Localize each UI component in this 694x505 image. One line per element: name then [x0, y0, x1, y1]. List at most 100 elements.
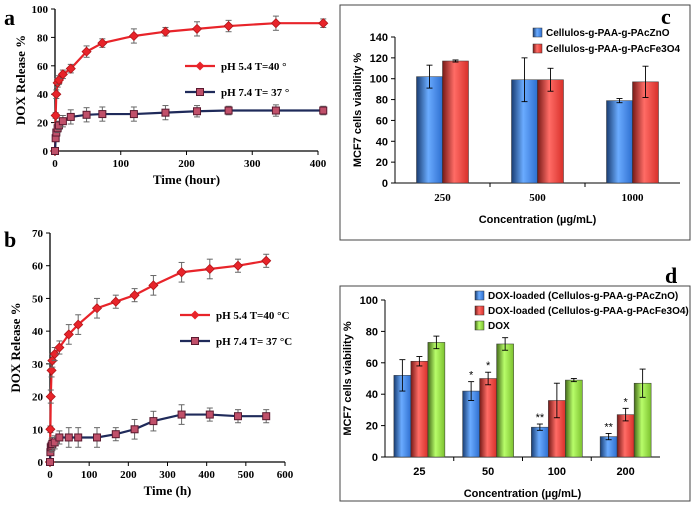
panel-c-category-label: 250 — [434, 192, 451, 204]
panel-d-significance-mark: * — [623, 396, 628, 408]
panel-a-series-1-point — [224, 106, 233, 115]
panel-a-series-0-point — [223, 20, 234, 32]
panel-c-category-label: 1000 — [622, 192, 645, 204]
panel-b-x-axis-label: Time (h) — [144, 483, 192, 498]
panel-a-series-0-point — [57, 69, 68, 80]
panel-d-significance-mark: * — [486, 360, 491, 372]
panel-a-series-1-point — [193, 107, 202, 116]
panel-b-x-tick-label: 400 — [198, 469, 215, 481]
panel-a-legend-marker — [196, 88, 204, 96]
panel-b-series-0-point — [91, 303, 103, 314]
panel-b-series-1-point — [130, 425, 139, 434]
panel-c-bar-cellulos-g-paa-g-pacfe3o4 — [442, 60, 469, 184]
panel-d-letter: d — [665, 263, 677, 288]
panel-b-series-0-point — [45, 391, 56, 402]
panel-a-legend-label: pH 5.4 T=40 ° — [221, 61, 286, 73]
panel-a-x-tick-label: 300 — [244, 158, 261, 170]
panel-a-series-0-point — [50, 110, 61, 121]
panel-b-series-0-point — [232, 260, 244, 271]
panel-d-legend-swatch — [474, 320, 485, 331]
panel-b-legend-label: pH 5.4 T=40 °C — [216, 310, 289, 322]
panel-d-category-label: 100 — [548, 466, 566, 478]
panel-d-x-axis-label: Concentration (µg/mL) — [464, 488, 582, 500]
panel-d-y-tick-label: 60 — [366, 358, 378, 370]
panel-c-legend-swatch — [532, 27, 543, 38]
panel-b-series-1-point — [205, 410, 214, 419]
panel-b-series-0-point — [49, 348, 60, 360]
panel-b-x-tick-label: 500 — [238, 469, 255, 481]
panel-c-category-label: 500 — [529, 192, 546, 204]
panel-b-y-tick-label: 70 — [32, 228, 44, 240]
panel-d-category-label: 25 — [413, 466, 425, 478]
panel-a-series-1-point — [98, 110, 107, 119]
panel-d-y-tick-label: 100 — [360, 295, 378, 307]
panel-a-letter: a — [4, 5, 15, 30]
panel-c-y-tick-label: 120 — [370, 53, 388, 65]
panel-a-series-0-point — [191, 23, 203, 34]
panel-c-y-tick-label: 80 — [376, 95, 388, 107]
panel-c-y-tick-label: 40 — [376, 136, 388, 148]
panel-b-x-tick-label: 600 — [277, 469, 294, 481]
panel-a-series-1-point — [66, 112, 75, 121]
panel-b-legend-label: pH 7.4 T= 37 °C — [216, 336, 292, 348]
panel-c-x-axis-label: Concentration (µg/mL) — [479, 214, 597, 226]
panel-b-series-1-point — [46, 458, 54, 466]
panel-c-y-tick-label: 100 — [370, 74, 388, 86]
panel-d-legend-swatch — [474, 290, 485, 301]
panel-b-series-1-point — [234, 412, 242, 421]
panel-a-y-tick-label: 80 — [37, 32, 49, 44]
panel-c-bar-cellulos-g-paa-g-pacfe3o4 — [537, 79, 564, 184]
panel-d-legend-swatch — [474, 305, 485, 316]
panel-a-legend-marker — [195, 61, 205, 71]
panel-b-series-1-point — [177, 410, 186, 419]
panel-b-series-0-point — [46, 365, 57, 376]
panel-a-y-tick-label: 40 — [37, 89, 49, 101]
panel-d-significance-mark: ** — [604, 421, 613, 433]
panel-b-y-tick-label: 0 — [38, 457, 44, 469]
panel-a-legend-label: pH 7.4 T= 37 ° — [221, 87, 289, 99]
panel-a-series-1-point — [271, 106, 280, 115]
panel-c-legend-swatch — [532, 43, 543, 54]
panel-a-x-tick-label: 400 — [310, 158, 327, 170]
panel-b-series-1-point — [262, 412, 271, 421]
panel-d-category-label: 200 — [616, 466, 634, 478]
panel-d-significance-mark: * — [469, 370, 474, 382]
panel-a-series-0-point — [51, 89, 62, 100]
panel-d-bar-dox-loaded-cellulos-g-paa-g-paczno- — [531, 426, 549, 458]
panel-d-legend-label: DOX — [488, 321, 510, 332]
panel-d-bar-dox — [427, 342, 446, 458]
panel-a-series-1-point — [161, 108, 170, 117]
panel-a-y-tick-label: 20 — [37, 118, 49, 130]
panel-a-series-1-point — [58, 117, 67, 126]
panel-b-letter: b — [4, 227, 16, 252]
panel-a-x-tick-label: 100 — [113, 158, 130, 170]
panel-b-legend-marker — [191, 337, 199, 345]
panel-b-series-0-point — [261, 255, 272, 266]
panel-b-series-0-point — [45, 424, 56, 435]
panel-b-x-tick-label: 300 — [159, 469, 176, 481]
panel-b-series-0-point — [204, 263, 215, 275]
panel-a-series-1-point — [319, 106, 328, 115]
panel-b-series-0-line — [48, 259, 267, 463]
panel-b-x-tick-label: 100 — [81, 469, 98, 481]
panel-a-x-tick-label: 0 — [52, 158, 58, 170]
panel-c-y-tick-label: 0 — [382, 178, 388, 190]
panel-b-y-tick-label: 40 — [32, 326, 44, 338]
panel-a-series-1-point — [51, 147, 59, 155]
panel-b-legend-marker — [190, 310, 200, 320]
panel-a-series-0-point — [270, 18, 281, 29]
panel-b-y-tick-label: 10 — [32, 424, 44, 436]
panel-d-y-tick-label: 40 — [366, 389, 378, 401]
panel-d-y-tick-label: 0 — [372, 452, 378, 464]
panel-d-y-tick-label: 20 — [366, 421, 378, 433]
panel-b-y-tick-label: 60 — [32, 261, 44, 273]
panel-d-legend-label: DOX-loaded (Cellulos-g-PAA-g-PAcFe3O4) — [488, 306, 689, 317]
panel-b-x-tick-label: 200 — [120, 469, 137, 481]
panel-d-legend-label: DOX-loaded (Cellulos-g-PAA-g-PAcZnO) — [488, 291, 678, 302]
panel-c-letter: c — [661, 4, 671, 29]
panel-c-legend-label: Cellulos-g-PAA-g-PAcFe3O4 — [546, 44, 681, 55]
panel-b-series-0-point — [148, 280, 159, 291]
panel-b-series-0-point — [63, 329, 74, 340]
panel-a-series-1-point — [129, 110, 138, 119]
panel-c-y-tick-label: 60 — [376, 115, 388, 127]
